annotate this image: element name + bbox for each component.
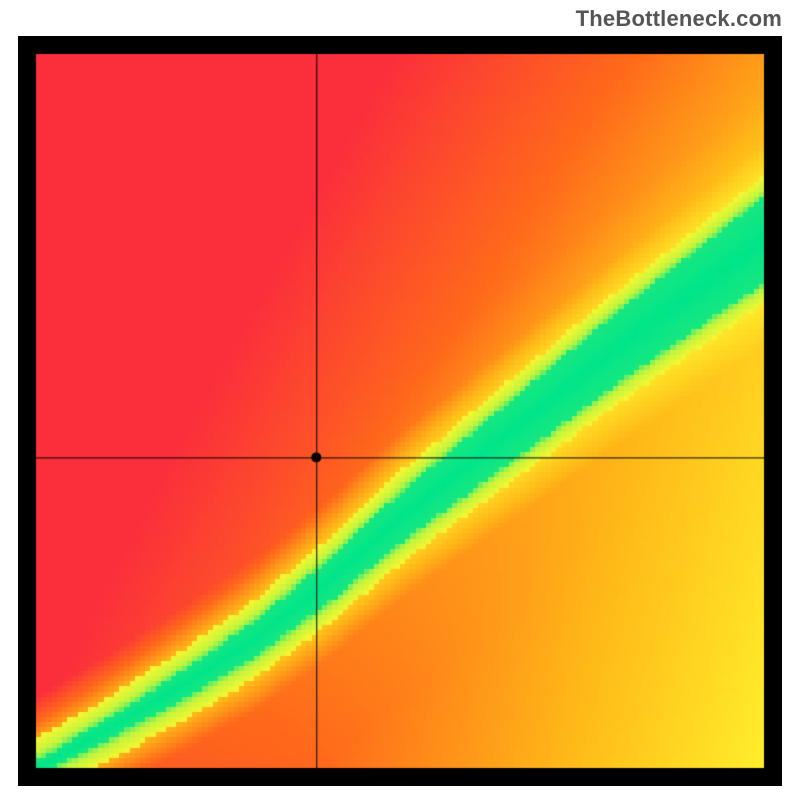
watermark-text: TheBottleneck.com bbox=[576, 6, 782, 32]
heatmap-canvas bbox=[18, 36, 782, 786]
heatmap-plot bbox=[18, 36, 782, 786]
